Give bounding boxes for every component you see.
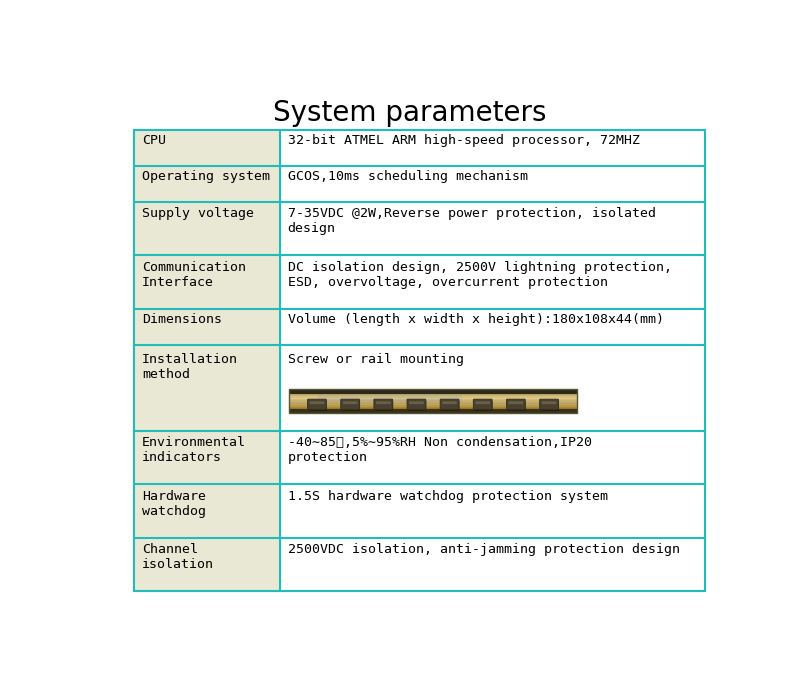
Text: Operating system: Operating system <box>142 169 270 183</box>
FancyBboxPatch shape <box>407 399 426 409</box>
Text: Hardware
watchdog: Hardware watchdog <box>142 489 206 518</box>
Bar <box>289 408 577 409</box>
FancyBboxPatch shape <box>408 401 426 411</box>
Bar <box>289 403 577 404</box>
FancyBboxPatch shape <box>342 401 360 411</box>
Text: Screw or rail mounting: Screw or rail mounting <box>288 354 464 367</box>
FancyBboxPatch shape <box>374 401 394 411</box>
FancyBboxPatch shape <box>440 399 459 409</box>
Bar <box>279 130 705 166</box>
Text: DC isolation design, 2500V lightning protection,
ESD, overvoltage, overcurrent p: DC isolation design, 2500V lightning pro… <box>288 261 672 289</box>
Bar <box>134 484 279 538</box>
Text: Dimensions: Dimensions <box>142 313 222 325</box>
Text: Volume (length x width x height):180x108x44(mm): Volume (length x width x height):180x108… <box>288 313 664 325</box>
Bar <box>318 396 462 402</box>
Bar <box>279 309 705 345</box>
Bar <box>289 406 577 407</box>
Bar <box>289 404 577 406</box>
Bar <box>289 389 577 413</box>
Text: Communication
Interface: Communication Interface <box>142 261 246 289</box>
FancyBboxPatch shape <box>474 401 493 411</box>
Bar <box>289 407 577 408</box>
Bar <box>134 166 279 202</box>
FancyBboxPatch shape <box>475 402 490 404</box>
Text: GCOS,10ms scheduling mechanism: GCOS,10ms scheduling mechanism <box>288 169 528 183</box>
Bar <box>279 202 705 255</box>
Bar <box>134 431 279 484</box>
FancyBboxPatch shape <box>343 402 358 404</box>
Bar <box>289 395 577 396</box>
FancyBboxPatch shape <box>341 399 359 409</box>
FancyBboxPatch shape <box>506 399 526 409</box>
Bar <box>289 402 577 403</box>
Text: -40∼85℃,5%∼95%RH Non condensation,IP20
protection: -40∼85℃,5%∼95%RH Non condensation,IP20 p… <box>288 436 592 464</box>
FancyBboxPatch shape <box>509 402 523 404</box>
Text: CPU: CPU <box>142 134 166 147</box>
Text: System parameters: System parameters <box>274 99 546 127</box>
Text: Channel
isolation: Channel isolation <box>142 543 214 571</box>
Text: 32-bit ATMEL ARM high-speed processor, 72MHZ: 32-bit ATMEL ARM high-speed processor, 7… <box>288 134 640 147</box>
Bar <box>279 431 705 484</box>
FancyBboxPatch shape <box>409 402 424 404</box>
Bar <box>134 130 705 591</box>
FancyBboxPatch shape <box>540 401 559 411</box>
Text: Supply voltage: Supply voltage <box>142 207 254 220</box>
Bar <box>279 345 705 431</box>
FancyBboxPatch shape <box>310 402 324 404</box>
Bar <box>289 400 577 402</box>
Bar <box>134 255 279 309</box>
Bar <box>134 309 279 345</box>
FancyBboxPatch shape <box>474 399 492 409</box>
FancyBboxPatch shape <box>376 402 390 404</box>
Bar <box>279 255 705 309</box>
Bar <box>279 484 705 538</box>
Text: 2500VDC isolation, anti-jamming protection design: 2500VDC isolation, anti-jamming protecti… <box>288 543 680 556</box>
Bar <box>289 396 577 398</box>
Bar <box>134 538 279 591</box>
Bar <box>279 166 705 202</box>
Bar <box>289 394 577 395</box>
Bar <box>279 538 705 591</box>
FancyBboxPatch shape <box>542 402 556 404</box>
Bar <box>134 345 279 431</box>
FancyBboxPatch shape <box>308 401 327 411</box>
Text: Environmental
indicators: Environmental indicators <box>142 436 246 464</box>
FancyBboxPatch shape <box>308 399 326 409</box>
Text: 1.5S hardware watchdog protection system: 1.5S hardware watchdog protection system <box>288 489 608 503</box>
FancyBboxPatch shape <box>540 399 558 409</box>
FancyBboxPatch shape <box>441 401 459 411</box>
Bar <box>134 202 279 255</box>
Bar <box>289 398 577 399</box>
Text: 7-35VDC @2W,Reverse power protection, isolated
design: 7-35VDC @2W,Reverse power protection, is… <box>288 207 656 235</box>
FancyBboxPatch shape <box>374 399 393 409</box>
Text: Installation
method: Installation method <box>142 354 238 381</box>
Bar <box>134 130 279 166</box>
FancyBboxPatch shape <box>507 401 526 411</box>
Bar <box>289 409 577 413</box>
FancyBboxPatch shape <box>442 402 457 404</box>
Bar <box>289 399 577 400</box>
Bar <box>289 389 577 394</box>
